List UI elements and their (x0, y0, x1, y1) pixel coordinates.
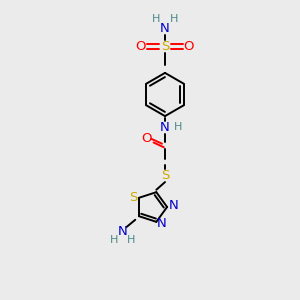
Text: S: S (161, 169, 169, 182)
Text: N: N (160, 22, 170, 35)
Text: N: N (169, 199, 178, 212)
Text: S: S (129, 191, 138, 204)
Text: H: H (152, 14, 160, 25)
Text: O: O (141, 132, 152, 146)
Text: H: H (110, 235, 118, 244)
Text: N: N (160, 121, 170, 134)
Text: O: O (184, 40, 194, 53)
Text: N: N (118, 225, 127, 238)
Text: H: H (127, 235, 135, 244)
Text: N: N (157, 217, 166, 230)
Text: H: H (170, 14, 178, 25)
Text: O: O (136, 40, 146, 53)
Text: H: H (174, 122, 183, 133)
Text: S: S (161, 40, 169, 53)
